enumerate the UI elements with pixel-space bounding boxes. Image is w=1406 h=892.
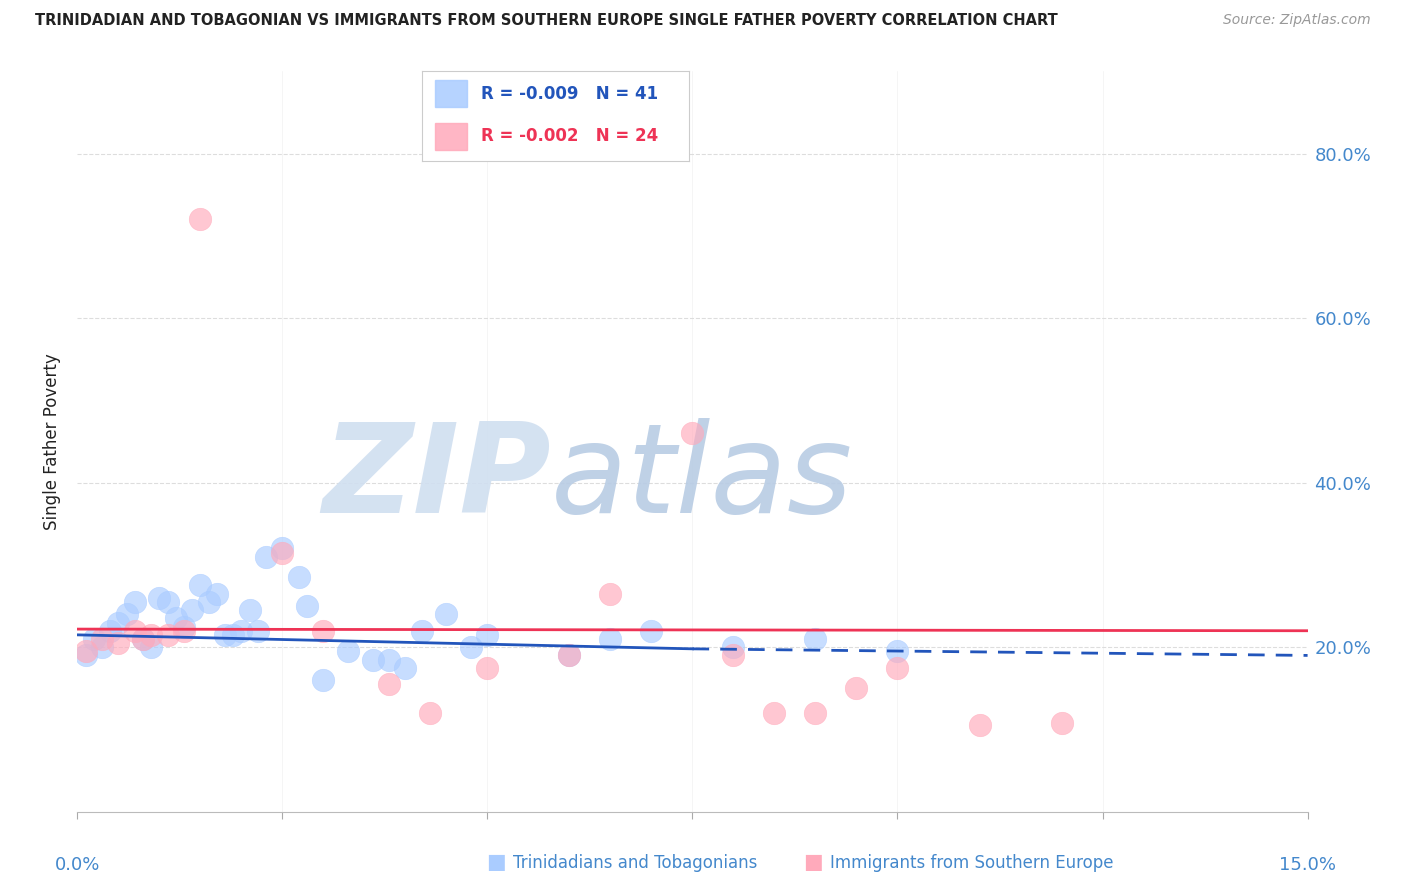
Point — [271, 541, 294, 556]
Point — [124, 624, 146, 638]
Point — [312, 624, 335, 638]
Point — [378, 677, 401, 691]
Point — [804, 632, 827, 646]
Text: Trinidadians and Tobagonians: Trinidadians and Tobagonians — [513, 855, 758, 872]
Point — [75, 648, 97, 663]
Point — [599, 632, 621, 646]
Point — [239, 603, 262, 617]
Point — [98, 624, 121, 638]
Point — [132, 632, 155, 646]
Point — [156, 628, 179, 642]
Point — [558, 648, 581, 663]
Point — [271, 545, 294, 560]
Point — [197, 595, 219, 609]
Point — [141, 640, 163, 655]
Text: Source: ZipAtlas.com: Source: ZipAtlas.com — [1223, 13, 1371, 28]
Point — [723, 640, 745, 655]
Point — [337, 644, 360, 658]
Text: Immigrants from Southern Europe: Immigrants from Southern Europe — [830, 855, 1114, 872]
Point — [214, 628, 236, 642]
Text: R = -0.002   N = 24: R = -0.002 N = 24 — [481, 128, 658, 145]
Text: ZIP: ZIP — [322, 418, 551, 539]
Point — [419, 706, 441, 720]
Point — [763, 706, 786, 720]
Point — [288, 570, 311, 584]
Point — [75, 644, 97, 658]
Point — [188, 212, 212, 227]
Point — [156, 595, 179, 609]
Point — [969, 718, 991, 732]
Point — [231, 624, 253, 638]
Point — [115, 607, 138, 622]
Point — [90, 632, 114, 646]
Text: R = -0.009   N = 41: R = -0.009 N = 41 — [481, 85, 658, 103]
Point — [599, 587, 621, 601]
Point — [107, 615, 129, 630]
Y-axis label: Single Father Poverty: Single Father Poverty — [44, 353, 62, 530]
Point — [477, 661, 499, 675]
Point — [124, 595, 146, 609]
Point — [682, 426, 704, 441]
Point — [83, 632, 105, 646]
Point — [173, 624, 195, 638]
Point — [845, 681, 868, 696]
Text: 0.0%: 0.0% — [55, 856, 100, 874]
Bar — [436, 123, 467, 150]
Point — [90, 640, 114, 655]
Text: atlas: atlas — [551, 418, 853, 539]
Point — [173, 619, 195, 633]
Point — [312, 673, 335, 687]
Point — [254, 549, 277, 564]
Text: 15.0%: 15.0% — [1279, 856, 1336, 874]
Point — [477, 628, 499, 642]
Point — [181, 603, 204, 617]
Point — [246, 624, 269, 638]
Point — [411, 624, 433, 638]
Point — [460, 640, 482, 655]
Point — [148, 591, 170, 605]
Point — [723, 648, 745, 663]
Point — [132, 632, 155, 646]
Point — [165, 611, 187, 625]
Bar — [436, 80, 467, 107]
Point — [361, 652, 384, 666]
Point — [188, 578, 212, 592]
Text: ■: ■ — [486, 853, 506, 872]
Point — [394, 661, 416, 675]
Point — [558, 648, 581, 663]
Point — [141, 628, 163, 642]
Point — [1050, 715, 1073, 730]
Point — [378, 652, 401, 666]
Text: TRINIDADIAN AND TOBAGONIAN VS IMMIGRANTS FROM SOUTHERN EUROPE SINGLE FATHER POVE: TRINIDADIAN AND TOBAGONIAN VS IMMIGRANTS… — [35, 13, 1057, 29]
Point — [107, 636, 129, 650]
Point — [640, 624, 662, 638]
Point — [886, 644, 908, 658]
Point — [804, 706, 827, 720]
Point — [436, 607, 458, 622]
Text: ■: ■ — [803, 853, 823, 872]
Point — [295, 599, 318, 613]
Point — [886, 661, 908, 675]
Point — [222, 628, 245, 642]
Point — [205, 587, 228, 601]
